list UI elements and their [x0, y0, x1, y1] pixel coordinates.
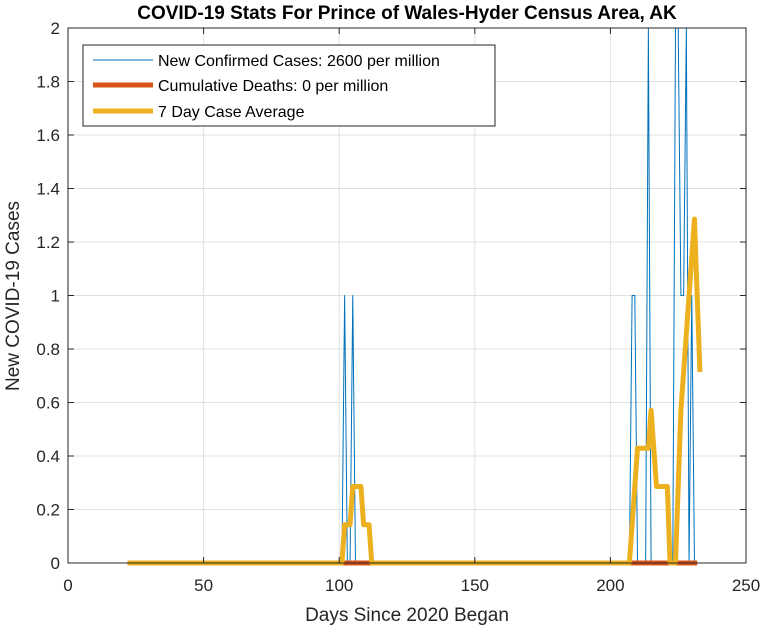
y-tick-label: 2 — [51, 19, 60, 38]
x-tick-label: 100 — [325, 576, 353, 595]
legend-label-7day-average: 7 Day Case Average — [158, 104, 305, 121]
x-axis-label: Days Since 2020 Began — [305, 605, 509, 626]
y-tick-label: 0.2 — [36, 501, 60, 520]
chart-title: COVID-19 Stats For Prince of Wales-Hyder… — [137, 3, 677, 24]
y-tick-label: 0.4 — [36, 447, 60, 466]
x-tick-label: 250 — [732, 576, 760, 595]
y-tick-label: 0.6 — [36, 394, 60, 413]
series-7day-average-line — [127, 216, 703, 566]
y-tick-label: 1.6 — [36, 126, 60, 145]
y-axis-label: New COVID-19 Cases — [3, 201, 24, 391]
x-tick-label: 200 — [596, 576, 624, 595]
y-tick-labels: 0 0.2 0.4 0.6 0.8 1 1.2 1.4 1.6 1.8 2 — [36, 19, 60, 573]
x-tick-labels: 0 50 100 150 200 250 — [63, 576, 760, 595]
x-tick-label: 50 — [194, 576, 213, 595]
x-tick-label: 0 — [63, 576, 72, 595]
x-tick-label: 150 — [461, 576, 489, 595]
y-tick-label: 1.2 — [36, 233, 60, 252]
y-tick-label: 0.8 — [36, 340, 60, 359]
y-tick-label: 1.4 — [36, 180, 60, 199]
y-tick-label: 0 — [51, 554, 60, 573]
axis-ticks — [67, 27, 747, 564]
y-tick-label: 1.8 — [36, 73, 60, 92]
y-tick-label: 1 — [51, 287, 60, 306]
legend-label-new-cases: New Confirmed Cases: 2600 per million — [158, 53, 440, 70]
legend: New Confirmed Cases: 2600 per million Cu… — [82, 44, 496, 127]
legend-label-deaths: Cumulative Deaths: 0 per million — [158, 78, 388, 95]
